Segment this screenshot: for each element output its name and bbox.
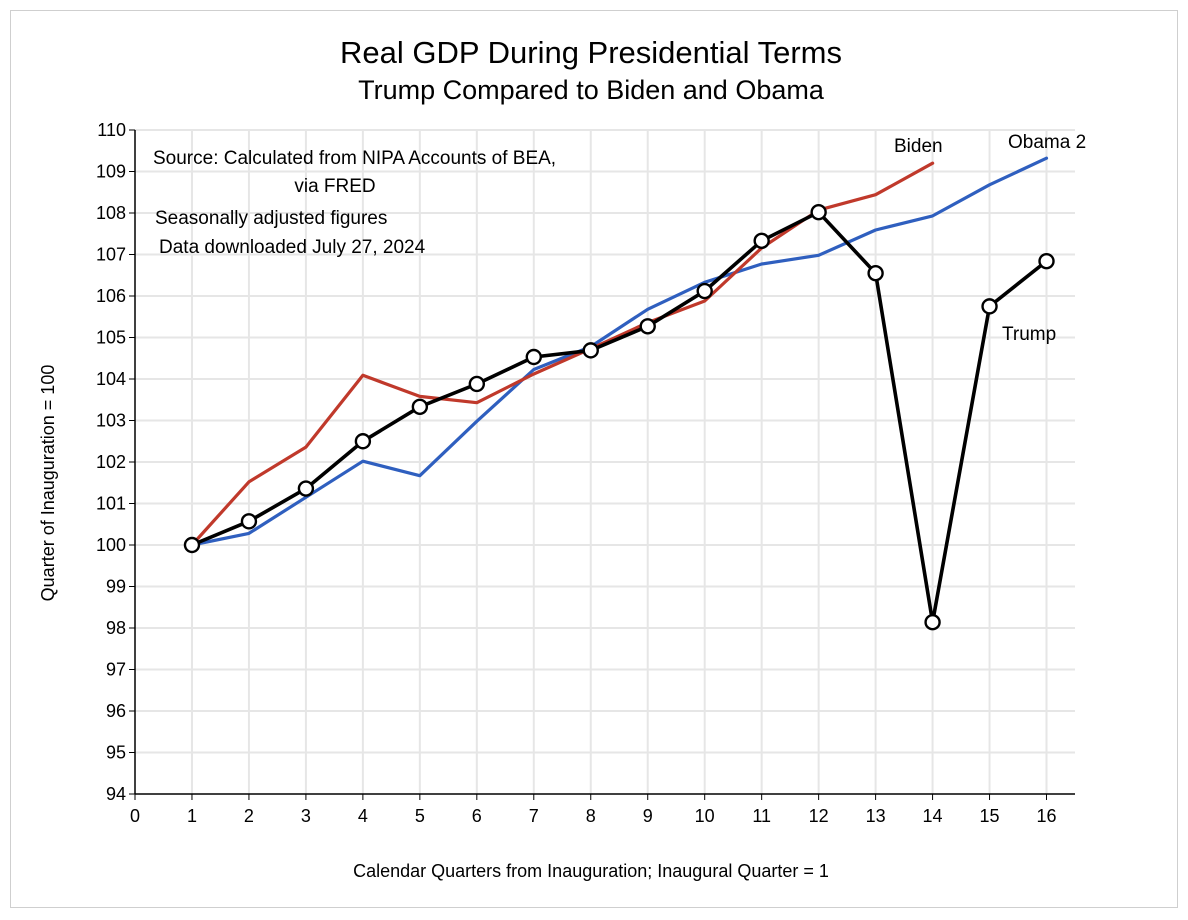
y-tick-label: 98 [106,618,126,638]
series-label-obama-2: Obama 2 [1008,132,1086,153]
axes [129,129,1075,800]
x-tick-label: 14 [923,806,943,826]
x-axis-label: Calendar Quarters from Inauguration; Ina… [353,861,829,881]
x-tick-label: 12 [809,806,829,826]
y-tick-label: 101 [96,494,126,514]
data-point-trump [240,513,258,530]
data-point-trump [354,433,372,450]
x-tick-label: 2 [244,806,254,826]
x-tick-label: 9 [643,806,653,826]
x-tick-label: 15 [980,806,1000,826]
y-tick-label: 103 [96,411,126,431]
y-tick-label: 107 [96,245,126,265]
data-point-trump [924,613,941,631]
data-point-trump [468,375,486,393]
y-tick-label: 102 [96,452,126,472]
x-tick-label: 5 [415,806,425,826]
x-tick-label: 10 [695,806,715,826]
x-tick-label: 1 [187,806,197,826]
y-tick-label: 108 [96,203,126,223]
series-line-trump [190,210,1049,625]
data-point-trump [696,282,713,300]
data-point-trump [411,398,429,416]
data-point-trump [867,264,884,282]
y-tick-label: 95 [106,743,126,763]
y-tick-label: 109 [96,162,126,182]
y-tick-label: 94 [106,784,126,804]
chart-frame: 0 1 2 3 4 5 6 7 8 9 10 11 12 13 14 15 16 94 95 96 97 98 99 100 1… [10,10,1178,908]
gridlines [135,129,1075,794]
data-point-trump [981,298,998,315]
x-tick-label: 13 [866,806,886,826]
y-tick-label: 106 [96,286,126,306]
data-point-trump [582,342,599,359]
y-tick-label: 110 [97,120,126,140]
data-point-trump [525,348,542,366]
chart-subtitle: Trump Compared to Biden and Obama [358,75,825,105]
source-note-line1: Source: Calculated from NIPA Accounts of… [153,148,556,169]
x-tick-label: 11 [752,806,771,826]
data-point-trump [753,232,770,250]
y-tick-label: 96 [106,701,126,721]
data-point-trump [639,318,656,335]
tick-labels: 0 1 2 3 4 5 6 7 8 9 10 11 12 13 14 15 169495969798991001… [96,120,1057,826]
y-tick-label: 100 [96,535,126,555]
x-tick-label: 6 [472,806,482,826]
x-tick-label: 8 [586,806,596,826]
x-tick-label: 0 [130,806,140,826]
x-tick-label: 3 [301,806,311,826]
y-axis-label: Quarter of Inauguration = 100 [38,365,58,602]
x-tick-label: 4 [358,806,368,826]
y-tick-label: 105 [96,328,126,348]
y-tick-label: 97 [106,660,126,680]
x-tick-label: 7 [529,806,539,826]
source-note-line2: via FRED [294,176,375,197]
y-tick-label: 99 [106,577,126,597]
data-point-trump [183,536,201,554]
data-point-trump [810,203,827,221]
series-label-trump: Trump [1002,324,1056,345]
series-markers [183,203,1055,631]
series-line-obama-2 [190,156,1049,547]
download-date-note: Data downloaded July 27, 2024 [159,237,426,258]
y-tick-label: 104 [96,369,126,389]
seasonal-note: Seasonally adjusted figures [155,208,387,229]
data-point-trump [1038,252,1055,270]
line-chart: 0 1 2 3 4 5 6 7 8 9 10 11 12 13 14 15 169495969798991001… [38,35,1086,881]
series-lines [190,156,1049,625]
series-label-biden: Biden [894,136,943,157]
data-point-trump [297,480,315,497]
x-tick-label: 16 [1036,806,1056,826]
chart-title: Real GDP During Presidential Terms [340,35,842,70]
